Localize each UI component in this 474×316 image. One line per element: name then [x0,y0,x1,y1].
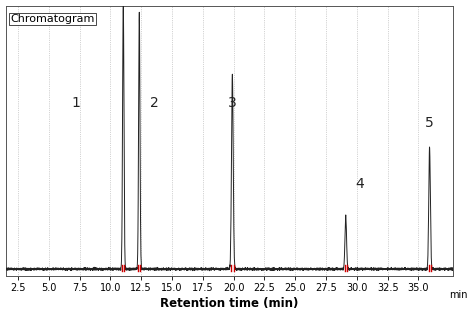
Text: 2: 2 [150,96,159,110]
Text: Chromatogram: Chromatogram [10,14,94,24]
Text: 4: 4 [355,177,364,191]
Text: 5: 5 [425,116,433,130]
X-axis label: Retention time (min): Retention time (min) [160,297,299,310]
Text: 3: 3 [228,96,237,110]
Text: min: min [449,290,468,300]
Text: 1: 1 [72,96,80,110]
